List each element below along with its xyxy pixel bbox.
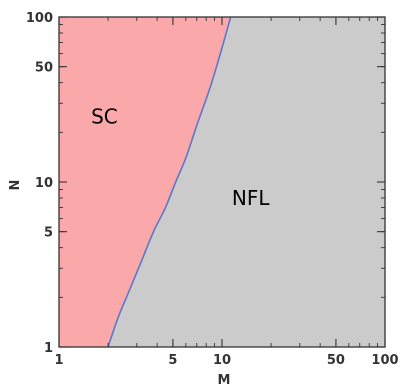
axes (58, 16, 386, 348)
x-axis-title: M (218, 373, 231, 387)
y-tick-label: 1 (44, 341, 53, 356)
y-tick-label: 5 (44, 226, 53, 241)
y-axis-title: N (8, 180, 23, 191)
x-tick-label: 1 (54, 353, 63, 368)
region-sc-fill (59, 17, 231, 347)
y-tick-label: 50 (35, 61, 53, 76)
x-tick-label: 100 (371, 353, 398, 368)
region-label-sc: SC (91, 104, 118, 128)
plot-area (59, 16, 386, 348)
x-tick-label: 10 (213, 353, 231, 368)
x-tick-label: 5 (168, 353, 177, 368)
labels: 1 5 10 50 100 1 5 10 50 100 M N SC NFL (8, 11, 399, 387)
y-tick-label: 100 (26, 11, 53, 26)
x-tick-label: 50 (327, 353, 345, 368)
region-label-nfl: NFL (232, 186, 270, 210)
region-nfl-fill (108, 17, 386, 347)
phase-boundary-line (107, 16, 232, 348)
y-tick-label: 10 (35, 176, 53, 191)
